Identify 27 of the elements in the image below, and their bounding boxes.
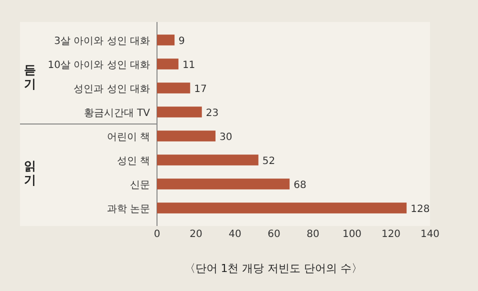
- data-label: 17: [194, 84, 207, 95]
- y-tick-label: 성인과 성인 대화: [74, 84, 150, 95]
- x-tick-label: 0: [154, 229, 160, 240]
- y-tick-label: 10살 아이와 성인 대화: [48, 60, 150, 71]
- x-tick-label: 60: [268, 229, 280, 240]
- x-tick-label: 20: [190, 229, 202, 240]
- data-label: 9: [178, 36, 185, 47]
- data-label: 128: [410, 204, 430, 215]
- y-tick-label: 신문: [130, 180, 150, 191]
- y-tick-label: 3살 아이와 성인 대화: [54, 36, 150, 47]
- y-tick-label: 과학 논문: [106, 204, 150, 215]
- data-label: 11: [182, 60, 196, 71]
- y-tick-label: 어린이 책: [106, 132, 150, 143]
- x-tick-label: 140: [420, 229, 440, 240]
- x-tick-label: 100: [342, 229, 362, 240]
- y-tick-label: 황금시간대 TV: [84, 108, 150, 119]
- data-label: 30: [220, 132, 232, 143]
- data-label: 68: [294, 180, 306, 191]
- text: 〈단어 1천 개당 저빈도 단어의 수〉: [184, 262, 363, 275]
- y-tick-label: 성인 책: [116, 156, 150, 167]
- x-tick-label: 40: [228, 229, 242, 240]
- text: 듣기: [24, 63, 36, 91]
- data-label: 23: [206, 108, 219, 119]
- x-tick-label: 120: [381, 229, 401, 240]
- text: 읽기: [24, 159, 36, 187]
- data-label: 52: [262, 156, 276, 167]
- x-tick-label: 80: [306, 229, 320, 240]
